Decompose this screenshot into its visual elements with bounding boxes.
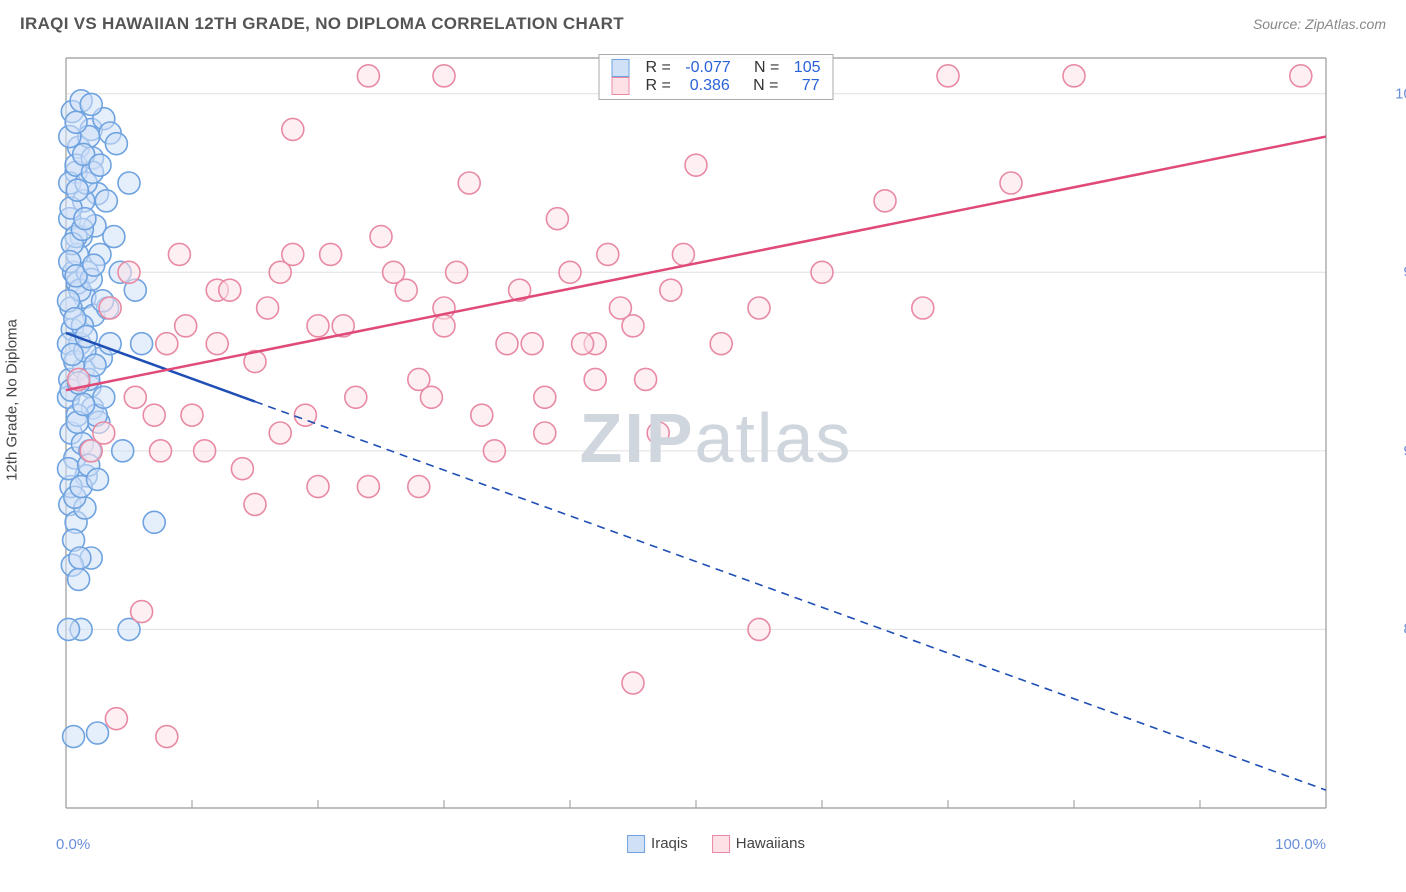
scatter-plot bbox=[46, 50, 1386, 825]
plot-area: ZIPatlas R = -0.077 N = 105 R = 0.386 N … bbox=[46, 50, 1386, 825]
stats-row-iraqis: R = -0.077 N = 105 bbox=[612, 59, 821, 77]
legend-item-iraqis: Iraqis bbox=[627, 835, 688, 853]
x-tick-left: 0.0% bbox=[56, 836, 90, 853]
source-attribution: Source: ZipAtlas.com bbox=[1253, 16, 1386, 32]
y-tick-label: 100.0% bbox=[1395, 85, 1406, 102]
legend-item-hawaiians: Hawaiians bbox=[712, 835, 805, 853]
stats-swatch-iraqis bbox=[612, 59, 630, 77]
stats-swatch-hawaiians bbox=[612, 77, 630, 95]
legend-swatch-hawaiians bbox=[712, 835, 730, 853]
footer-legend: Iraqis Hawaiians bbox=[627, 835, 805, 853]
x-tick-right: 100.0% bbox=[1275, 836, 1326, 853]
y-axis-label: 12th Grade, No Diploma bbox=[4, 319, 21, 481]
header: IRAQI VS HAWAIIAN 12TH GRADE, NO DIPLOMA… bbox=[0, 0, 1406, 48]
stats-row-hawaiians: R = 0.386 N = 77 bbox=[612, 77, 821, 95]
chart-title: IRAQI VS HAWAIIAN 12TH GRADE, NO DIPLOMA… bbox=[20, 14, 624, 34]
stats-legend-box: R = -0.077 N = 105 R = 0.386 N = 77 bbox=[599, 54, 834, 100]
legend-swatch-iraqis bbox=[627, 835, 645, 853]
